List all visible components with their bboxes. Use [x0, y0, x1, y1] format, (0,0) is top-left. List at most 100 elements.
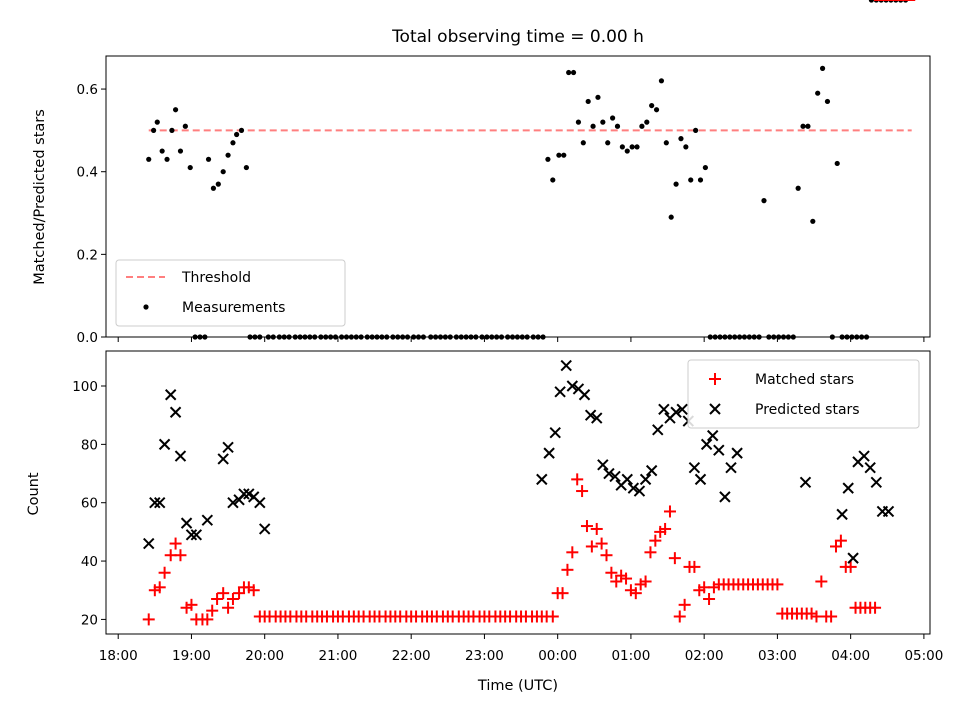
predicted-stars-marker [222, 441, 234, 453]
y-tick-label: 0.4 [77, 165, 98, 181]
predicted-stars-marker [688, 461, 701, 474]
measurement-point [673, 181, 679, 187]
predicted-stars-marker [169, 406, 182, 418]
x-tick-label: 19:00 [172, 648, 211, 664]
marker-stroke [154, 497, 166, 509]
matched-stars-marker [153, 581, 166, 594]
predicted-stars-marker [560, 359, 572, 372]
matched-legend-swatch [709, 373, 721, 385]
matched-stars-marker [142, 613, 155, 626]
measurement-point [600, 119, 606, 125]
predicted-stars-marker [627, 482, 640, 494]
matched-stars-marker [834, 534, 847, 547]
predicted-stars-marker [180, 517, 193, 529]
predicted-stars-marker [549, 426, 561, 439]
predicted-stars-marker [847, 552, 859, 564]
measurement-point [570, 69, 577, 76]
matched-stars-marker [556, 587, 569, 600]
marker-stroke [578, 389, 591, 401]
marker-stroke [143, 537, 155, 550]
measurement-point [819, 65, 826, 71]
predicted-stars-marker [158, 438, 171, 451]
marker-stroke [700, 438, 713, 451]
counts-legend-frame [687, 359, 920, 429]
y-tick-label: 40 [81, 554, 98, 570]
marker-stroke [174, 450, 187, 462]
counts-plot-area: 20 40 60 80 100 18:00 19:00 20:00 21:00 22:00 23:0… [72, 0, 943, 664]
matched-stars-marker [585, 540, 598, 553]
predicted-stars-marker [694, 473, 707, 486]
measurement-point [205, 156, 212, 162]
marker-stroke [847, 552, 859, 564]
matched-stars-marker [869, 601, 882, 614]
marker-stroke [227, 497, 239, 509]
measurement-point [800, 123, 806, 129]
marker-stroke [645, 464, 658, 477]
measurement-point [556, 152, 562, 158]
x-tick-label: 04:00 [831, 648, 870, 664]
predicted-stars-marker [154, 497, 166, 509]
marker-stroke [719, 491, 731, 503]
matched-stars-marker [703, 592, 716, 605]
marker-stroke [549, 426, 561, 439]
y-tick-label: 100 [72, 379, 98, 395]
matched-stars-marker [673, 610, 686, 623]
marker-stroke [713, 444, 725, 456]
matched-stars-marker [668, 552, 681, 565]
predicted-stars-marker [725, 461, 737, 474]
measurement-point [805, 123, 811, 129]
matched-stars-marker [185, 598, 198, 611]
measurement-point [215, 181, 221, 187]
marker-stroke [572, 383, 585, 395]
marker-stroke [639, 473, 652, 486]
predicted-stars-marker [566, 380, 579, 392]
predicted-stars-marker [609, 470, 621, 483]
marker-stroke [858, 450, 870, 462]
measurement-point [815, 90, 821, 96]
measurement-point [761, 198, 767, 204]
predicted-stars-marker [164, 389, 177, 401]
marker-stroke [621, 473, 633, 486]
predicted-stars-marker [201, 514, 214, 526]
marker-stroke [652, 424, 664, 436]
measurement-point [580, 140, 586, 146]
measurement-point [220, 169, 226, 175]
threshold-legend-label: Threshold [181, 270, 251, 286]
marker-stroke [243, 488, 255, 500]
y-tick-label: 20 [81, 612, 98, 628]
counts-legend: Matched stars Predicted stars [687, 359, 920, 429]
measurement-point [159, 148, 165, 154]
measurement-point [182, 123, 188, 129]
predicted-stars-marker [174, 450, 187, 462]
x-tick-label: 05:00 [904, 648, 943, 664]
predicted-stars-marker [858, 450, 870, 462]
measurement-point [238, 127, 245, 133]
predicted-stars-marker [258, 523, 271, 535]
matched-stars-marker [590, 522, 603, 535]
predicted-stars-marker [864, 461, 876, 474]
marker-stroke [584, 409, 597, 421]
x-tick-label: 02:00 [685, 648, 724, 664]
predicted-stars-marker [658, 403, 670, 416]
marker-stroke [238, 488, 250, 500]
measurement-point [629, 144, 635, 150]
matched-stars-marker [222, 601, 235, 614]
marker-stroke [217, 453, 229, 465]
marker-stroke [799, 476, 812, 488]
measurement-point [234, 131, 240, 138]
marker-stroke [688, 461, 701, 474]
marker-stroke [543, 447, 555, 459]
marker-stroke [882, 505, 895, 518]
predicted-stars-marker [731, 447, 743, 459]
panel-ratio: 0.0 0.2 0.4 0.6 Matched/Predicted stars Thr… [32, 0, 931, 346]
matched-stars-marker [771, 578, 784, 591]
x-tick-label: 03:00 [758, 648, 797, 664]
marker-stroke [180, 517, 193, 529]
marker-stroke [158, 438, 171, 451]
predicted-stars-marker [882, 505, 895, 518]
matched-stars-marker [169, 537, 182, 550]
axes-frame [105, 350, 931, 635]
measurement-point [172, 107, 179, 113]
marker-stroke [169, 406, 182, 418]
measurement-point [868, 0, 875, 3]
